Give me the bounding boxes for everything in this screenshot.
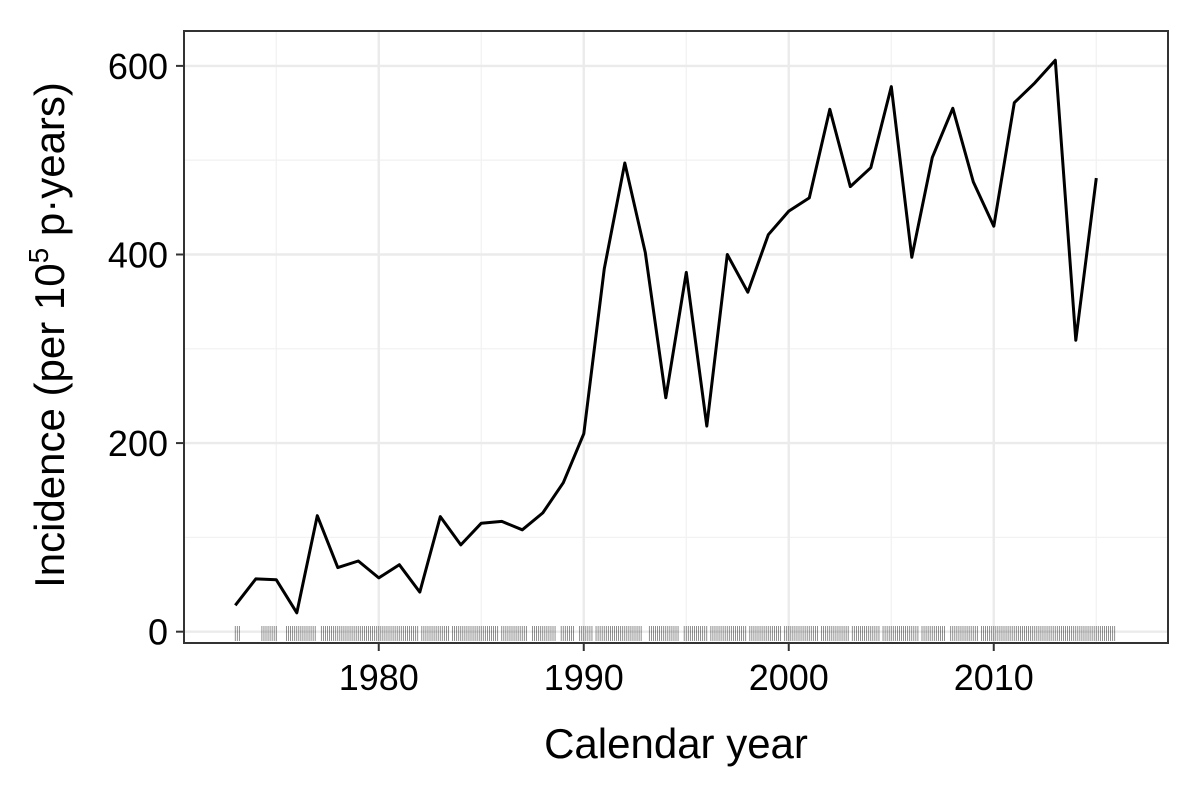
y-axis-ticks: 0 200 400 600 bbox=[108, 46, 184, 653]
x-axis-title: Calendar year bbox=[544, 720, 808, 767]
y-axis-title-superscript: 5 bbox=[23, 248, 54, 264]
y-axis-title: Incidence (per 105 p·years) bbox=[23, 82, 73, 588]
x-tick-label: 1990 bbox=[544, 657, 624, 698]
minor-gridlines bbox=[184, 31, 1168, 643]
x-tick-label: 2000 bbox=[749, 657, 829, 698]
y-axis-title-suffix: p·years) bbox=[26, 82, 73, 248]
x-tick-label: 2010 bbox=[954, 657, 1034, 698]
incidence-series-line bbox=[234, 58, 1098, 615]
y-axis-title-prefix: Incidence (per 10 bbox=[26, 263, 73, 588]
y-tick-label: 600 bbox=[108, 46, 168, 87]
x-axis-ticks: 1980 1990 2000 2010 bbox=[339, 643, 1034, 698]
rug-marks bbox=[234, 626, 1116, 641]
x-tick-label: 1980 bbox=[339, 657, 419, 698]
y-tick-label: 200 bbox=[108, 423, 168, 464]
y-tick-label: 0 bbox=[148, 612, 168, 653]
plot-panel-border bbox=[183, 30, 1169, 644]
y-tick-label: 400 bbox=[108, 234, 168, 275]
